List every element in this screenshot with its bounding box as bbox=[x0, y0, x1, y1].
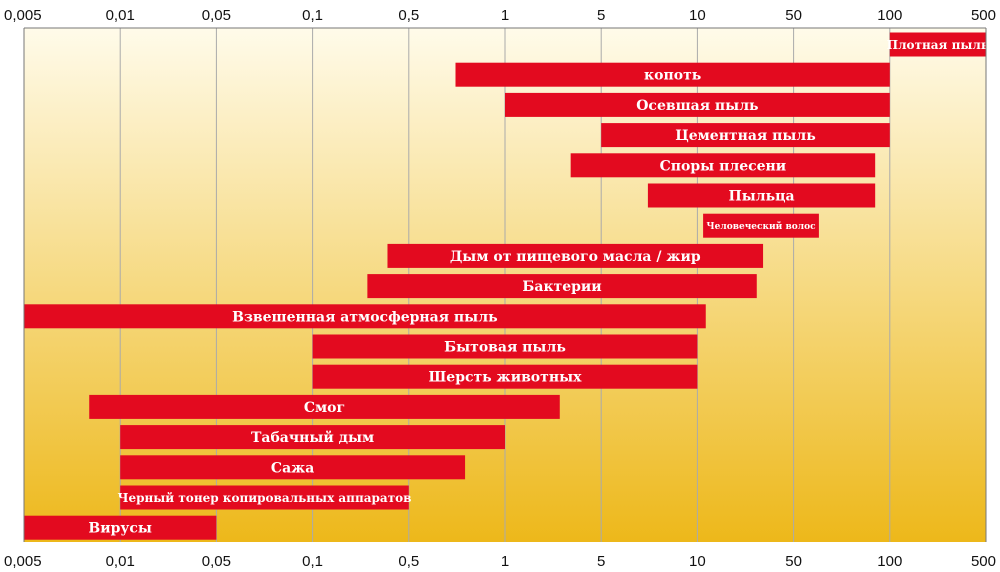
bar bbox=[312, 364, 698, 389]
bar-label: Бытовая пыль bbox=[444, 340, 566, 356]
bar-label: Дым от пищевого масла / жир bbox=[450, 249, 701, 265]
bar-label: Черный тонер копировальных аппаратов bbox=[118, 491, 412, 505]
bar-label: Споры плесени bbox=[660, 158, 787, 174]
bar-label: Взвешенная атмосферная пыль bbox=[232, 309, 497, 325]
bars: Плотная пыль копоть Осевшая пыль Цементная … bbox=[24, 32, 989, 540]
bar-label: Смог bbox=[304, 400, 345, 416]
bar-label: копоть bbox=[644, 68, 701, 84]
bar bbox=[120, 455, 466, 480]
top-tick-label: 50 bbox=[785, 7, 802, 24]
top-tick-label: 10 bbox=[689, 7, 706, 24]
bar bbox=[505, 92, 890, 117]
bottom-tick-label: 500 bbox=[971, 553, 996, 570]
bar-label: Шерсть животных bbox=[429, 370, 583, 386]
bottom-tick-label: 0,005 bbox=[4, 553, 42, 570]
bottom-tick-label: 50 bbox=[785, 553, 802, 570]
bottom-tick-label: 0,1 bbox=[302, 553, 323, 570]
top-axis-ticks: 0,005 0,01 0,05 0,1 0,5 1 5 10 50 100 500 bbox=[4, 7, 996, 24]
top-tick-label: 5 bbox=[597, 7, 605, 24]
bottom-axis-ticks: 0,005 0,01 0,05 0,1 0,5 1 5 10 50 100 500 bbox=[4, 553, 996, 570]
bar bbox=[120, 425, 505, 450]
top-tick-label: 100 bbox=[877, 7, 902, 24]
top-tick-label: 0,05 bbox=[202, 7, 231, 24]
top-tick-label: 0,01 bbox=[106, 7, 135, 24]
bar bbox=[312, 334, 698, 359]
top-tick-label: 500 bbox=[971, 7, 996, 24]
bar bbox=[24, 515, 217, 540]
bar-label: Осевшая пыль bbox=[636, 98, 758, 114]
bar bbox=[120, 485, 409, 510]
bottom-tick-label: 100 bbox=[877, 553, 902, 570]
bottom-tick-label: 1 bbox=[501, 553, 509, 570]
bar bbox=[455, 62, 890, 87]
bar bbox=[601, 123, 890, 148]
bottom-tick-label: 0,05 bbox=[202, 553, 231, 570]
bar bbox=[647, 183, 876, 208]
bottom-tick-label: 5 bbox=[597, 553, 605, 570]
bar-label: Человеческий волос bbox=[706, 221, 816, 232]
top-tick-label: 1 bbox=[501, 7, 509, 24]
bar-label: Бактерии bbox=[522, 279, 601, 295]
bar bbox=[387, 243, 764, 268]
bar-label: Табачный дым bbox=[251, 429, 374, 446]
top-tick-label: 0,1 bbox=[302, 7, 323, 24]
top-tick-label: 0,5 bbox=[398, 7, 419, 24]
bar bbox=[89, 394, 560, 419]
bottom-tick-label: 0,01 bbox=[106, 553, 135, 570]
bar-label: Цементная пыль bbox=[675, 128, 816, 144]
bar bbox=[889, 32, 986, 57]
bar-label: Плотная пыль bbox=[887, 38, 989, 52]
bar-label: Вирусы bbox=[88, 521, 152, 537]
bar bbox=[367, 274, 757, 299]
bar bbox=[24, 304, 706, 329]
bottom-tick-label: 0,5 bbox=[398, 553, 419, 570]
bar-label: Сажа bbox=[271, 460, 314, 476]
bottom-tick-label: 10 bbox=[689, 553, 706, 570]
bar bbox=[703, 213, 819, 238]
top-tick-label: 0,005 bbox=[4, 7, 42, 24]
bar-label: Пыльца bbox=[729, 189, 795, 205]
bar bbox=[570, 153, 876, 178]
